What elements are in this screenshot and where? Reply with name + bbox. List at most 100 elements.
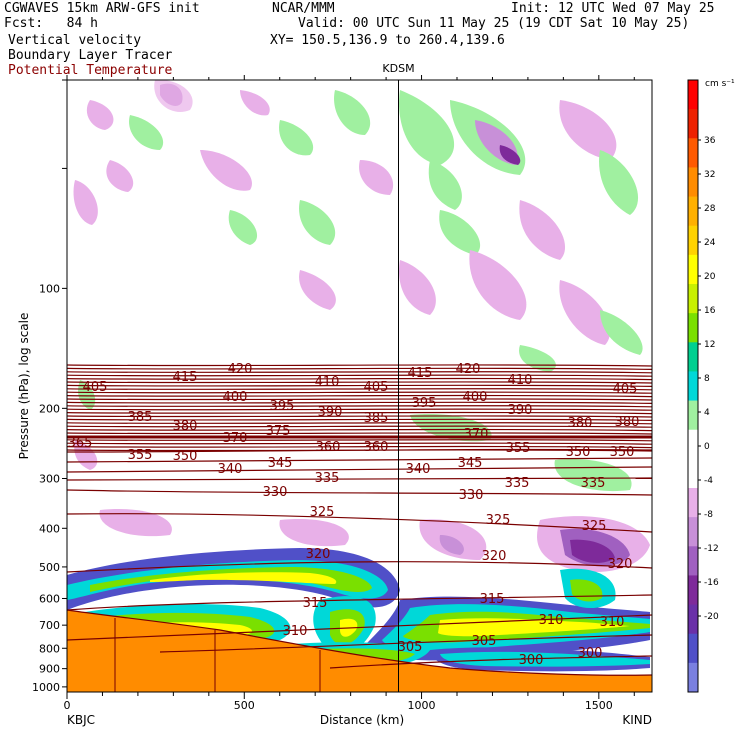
- theta-contour-line: [67, 418, 652, 421]
- y-tick-label: 500: [39, 561, 60, 574]
- theta-contour-label: 390: [508, 403, 533, 418]
- colorbar-label: 24: [704, 238, 716, 248]
- theta-contour-label: 380: [173, 419, 198, 434]
- colorbar-swatch: [688, 429, 698, 460]
- theta-contour-line: [67, 425, 652, 428]
- theta-contour-label: 330: [459, 488, 484, 503]
- theta-contour-label: 310: [600, 615, 625, 630]
- x-tick-label: 1500: [585, 699, 613, 712]
- colorbar-swatch: [688, 488, 698, 518]
- theta-contour-line: [67, 489, 652, 496]
- colorbar-label: 12: [704, 340, 715, 350]
- theta-contour-label: 335: [581, 476, 606, 491]
- theta-contour-line: [67, 381, 652, 384]
- colorbar-swatch: [688, 546, 698, 576]
- theta-contour-line: [67, 422, 652, 425]
- colorbar-label: 28: [704, 204, 716, 214]
- theta-contour-line: [67, 614, 652, 641]
- init-time: Init: 12 UTC Wed 07 May 25: [511, 1, 715, 16]
- x-tick-label: 1000: [408, 699, 436, 712]
- right-endpoint-label: KIND: [622, 713, 652, 727]
- colorbar-swatch: [688, 167, 698, 198]
- colorbar-label: 20: [704, 272, 716, 282]
- theta-contour-label: 370: [464, 427, 489, 442]
- theta-contour-line: [67, 466, 652, 473]
- theta-contour-label: 330: [263, 485, 288, 500]
- y-tick-label: 300: [39, 473, 60, 486]
- center-label: NCAR/MMM: [272, 1, 335, 16]
- theta-contour-label: 405: [83, 380, 108, 395]
- colorbar-label: 36: [704, 136, 716, 146]
- colorbar-swatch: [688, 225, 698, 256]
- colorbar-label: -20: [704, 612, 719, 622]
- x-tick-label: 500: [234, 699, 255, 712]
- y-tick-label: 100: [39, 282, 60, 295]
- theta-contour-line: [67, 561, 652, 573]
- colorbar-label: -16: [704, 578, 719, 588]
- theta-contour-line: [67, 374, 652, 377]
- colorbar-swatch: [688, 284, 698, 314]
- colorbar-swatch: [688, 138, 698, 168]
- theta-contour-label: 325: [486, 513, 511, 528]
- theta-contour-line: [67, 513, 652, 533]
- station-marker-label: KDSM: [382, 62, 414, 75]
- theta-contour-line: [67, 401, 652, 404]
- colorbar-label: 8: [704, 374, 710, 384]
- theta-contour-label: 375: [266, 424, 291, 439]
- colorbar-swatch: [688, 371, 698, 402]
- theta-contour-label: 420: [228, 362, 253, 377]
- colorbar: 36 32 28 24 20 16 12 8 4 0 -4 -8 -12 -16 -20: [687, 79, 719, 693]
- field-potential-temperature: Potential Temperature: [8, 63, 173, 78]
- theta-contour-label: 370: [223, 431, 248, 446]
- theta-contour-label: 305: [398, 640, 423, 655]
- theta-contour-line: [67, 388, 652, 391]
- theta-contour-label: 380: [568, 416, 593, 431]
- y-tick-label: 900: [39, 663, 60, 676]
- theta-contour-line: [67, 391, 652, 394]
- theta-contour-line: [67, 405, 652, 408]
- theta-contour-label: 365: [68, 436, 93, 451]
- colorbar-swatch: [688, 400, 698, 431]
- theta-contour-label: 395: [270, 399, 295, 414]
- colorbar-swatch: [688, 517, 698, 547]
- forecast-hour: Fcst: 84 h: [4, 16, 98, 31]
- theta-contour-label: 380: [615, 415, 640, 430]
- colorbar-swatch: [688, 633, 698, 664]
- theta-contour-label: 315: [303, 596, 328, 611]
- potential-temperature-contours: [67, 364, 652, 669]
- theta-contour-line: [67, 439, 652, 442]
- theta-contour-label: 335: [315, 471, 340, 486]
- colorbar-swatch: [688, 254, 698, 285]
- theta-contour-label: 350: [566, 445, 591, 460]
- theta-contour-label: 355: [128, 448, 153, 463]
- theta-contour-line: [67, 377, 652, 381]
- theta-contour-line: [67, 448, 652, 453]
- theta-contour-line: [67, 411, 652, 415]
- theta-contour-line: [67, 442, 652, 445]
- valid-time: Valid: 00 UTC Sun 11 May 25 (19 CDT Sat …: [298, 16, 690, 31]
- theta-contour-label: 400: [223, 390, 248, 405]
- distance-axis: 0 500 1000 1500: [64, 75, 635, 712]
- theta-contour-line: [67, 394, 652, 398]
- colorbar-swatch: [688, 313, 698, 343]
- theta-contour-label: 335: [505, 476, 530, 491]
- colorbar-swatch: [688, 196, 698, 227]
- y-tick-label: 800: [39, 642, 60, 655]
- theta-contour-label: 315: [480, 592, 505, 607]
- colorbar-label: -8: [704, 510, 713, 520]
- theta-contour-label: 410: [508, 373, 533, 388]
- theta-contour-label: 350: [173, 449, 198, 464]
- colorbar-label: 0: [704, 442, 710, 452]
- colorbar-label: 16: [704, 306, 716, 316]
- colorbar-label: 32: [704, 170, 715, 180]
- theta-contour-line: [67, 415, 652, 418]
- theta-contour-line: [67, 445, 652, 449]
- y-tick-label: 700: [39, 619, 60, 632]
- theta-contour-label: 350: [610, 445, 635, 460]
- theta-contour-label: 355: [506, 441, 531, 456]
- theta-contour-line: [67, 408, 652, 411]
- theta-contour-line: [67, 398, 652, 401]
- colorbar-units: cm s⁻¹: [705, 79, 735, 89]
- theta-contour-label: 395: [412, 396, 437, 411]
